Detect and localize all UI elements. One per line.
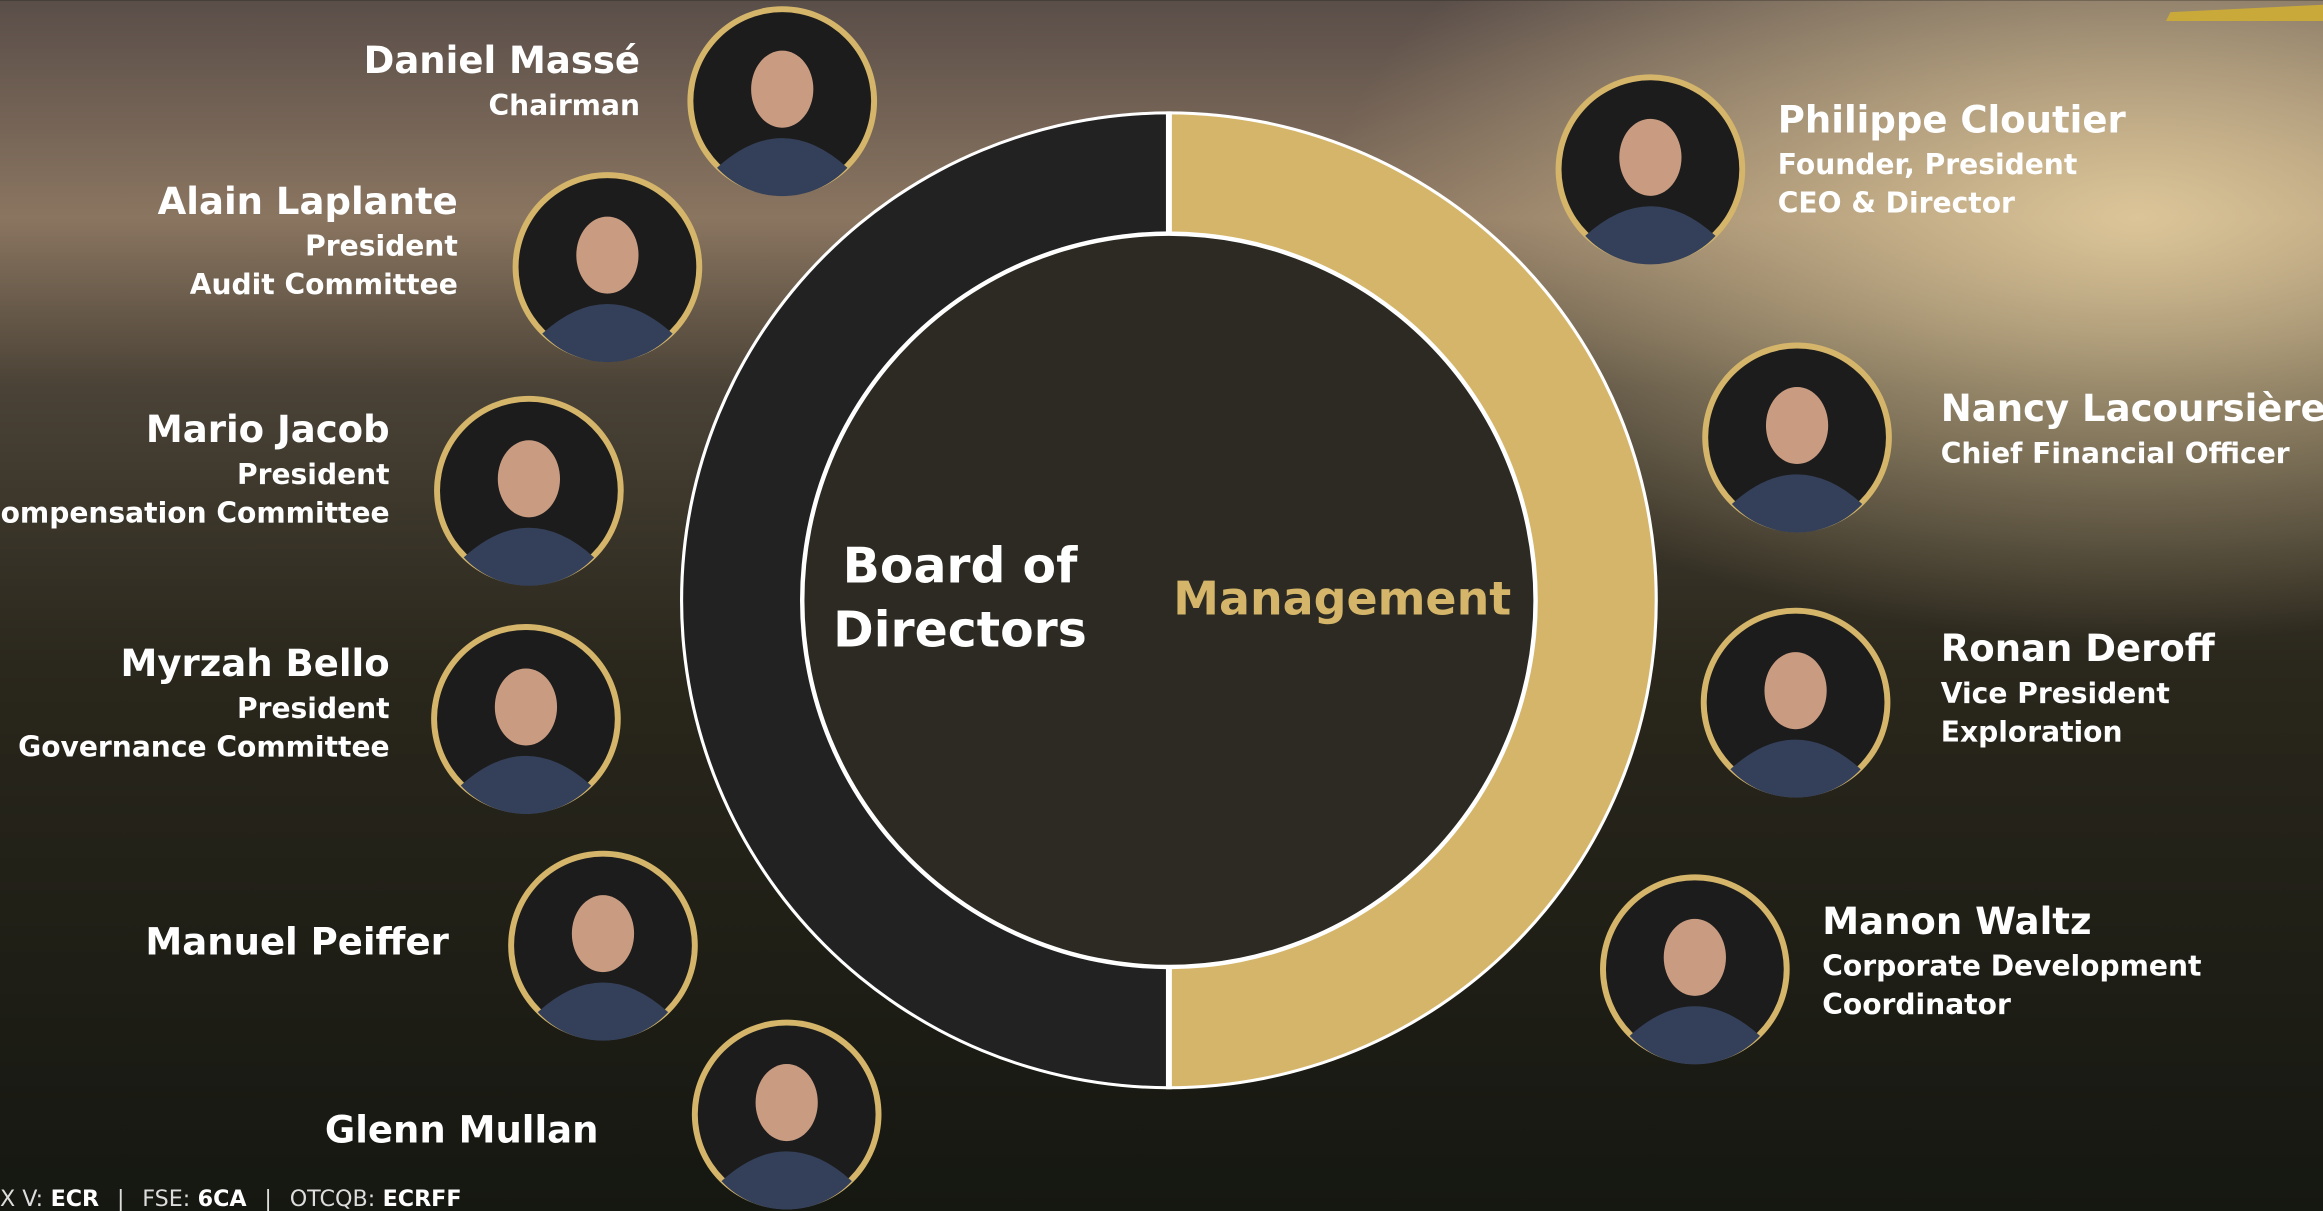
- portrait-body: [537, 982, 669, 1041]
- portrait-head: [494, 668, 558, 746]
- ticker-symbol: ECR: [51, 1185, 100, 1211]
- person-name: Manon Waltz: [1822, 900, 2091, 943]
- portrait-head: [1663, 918, 1726, 996]
- person-name: Myrzah Bello: [121, 642, 390, 685]
- portrait-body: [1731, 474, 1863, 533]
- portrait-body: [542, 304, 673, 363]
- person-name: Ronan Deroff: [1941, 627, 2216, 670]
- portrait-body: [1629, 1006, 1761, 1065]
- portrait-head: [576, 216, 639, 294]
- portrait: [691, 1019, 882, 1210]
- portrait-head: [751, 50, 814, 128]
- portrait: [508, 850, 698, 1041]
- person-name: Philippe Cloutier: [1778, 98, 2127, 141]
- person-title: President: [237, 692, 390, 725]
- person-name: Alain Laplante: [158, 180, 458, 223]
- portrait: [434, 395, 624, 586]
- ticker-symbol: 6CA: [198, 1185, 248, 1211]
- person-name: Nancy Lacoursière: [1941, 387, 2323, 430]
- center-label: Directors: [833, 601, 1087, 658]
- portrait: [1600, 874, 1790, 1065]
- portrait-head: [571, 895, 635, 973]
- footer-separator: |: [117, 1185, 124, 1211]
- person-title: Founder, President: [1778, 148, 2077, 181]
- portrait: [687, 6, 878, 197]
- person-name: Mario Jacob: [146, 408, 390, 451]
- ticker-label: X V:: [0, 1185, 43, 1211]
- portrait-body: [460, 755, 592, 814]
- person-title: Exploration: [1941, 716, 2123, 749]
- portrait-body: [1730, 739, 1861, 798]
- portrait: [1555, 74, 1746, 265]
- person-title: Chairman: [489, 89, 640, 122]
- person-title: Governance Committee: [18, 730, 390, 763]
- portrait-body: [1585, 206, 1716, 265]
- inner-circle: [804, 235, 1534, 965]
- portrait: [512, 172, 703, 363]
- person-name: Daniel Massé: [364, 39, 640, 82]
- ticker-label: OTCQB:: [290, 1185, 376, 1211]
- footer-separator: |: [264, 1185, 272, 1211]
- portrait-body: [463, 527, 595, 586]
- ticker-label: FSE:: [142, 1185, 190, 1211]
- person-name: Glenn Mullan: [325, 1109, 599, 1152]
- portrait-head: [1619, 118, 1682, 196]
- person-title: Chief Financial Officer: [1941, 437, 2290, 470]
- accent-bar: [2165, 4, 2323, 22]
- portrait-head: [497, 440, 561, 518]
- portrait-head: [1765, 386, 1829, 465]
- person-name: Manuel Peiffer: [145, 921, 449, 964]
- footer: X V: ECR | FSE: 6CA | OTCQB: ECRFF: [0, 1185, 462, 1211]
- person-title: CEO & Director: [1778, 187, 2015, 220]
- person-title: President: [305, 230, 458, 263]
- ticker-symbol: ECRFF: [383, 1185, 462, 1211]
- person-title: Compensation Committee: [0, 496, 390, 529]
- people: Daniel Massé Chairman Alain Laplante Presid…: [0, 6, 2323, 1210]
- portrait-head: [1764, 652, 1827, 730]
- portrait-head: [755, 1064, 818, 1142]
- portrait: [1702, 342, 1892, 533]
- person-title: Corporate Development: [1822, 950, 2201, 983]
- center-label: Board of: [843, 538, 1078, 595]
- person-title: Vice President: [1941, 677, 2170, 710]
- portrait: [1700, 607, 1891, 798]
- portrait: [431, 624, 621, 814]
- person-title: Audit Committee: [190, 268, 458, 301]
- person-title: President: [237, 458, 390, 491]
- portrait-body: [721, 1151, 852, 1210]
- person-title: Coordinator: [1822, 988, 2011, 1021]
- portrait-body: [717, 138, 848, 197]
- center-label: Management: [1173, 571, 1511, 625]
